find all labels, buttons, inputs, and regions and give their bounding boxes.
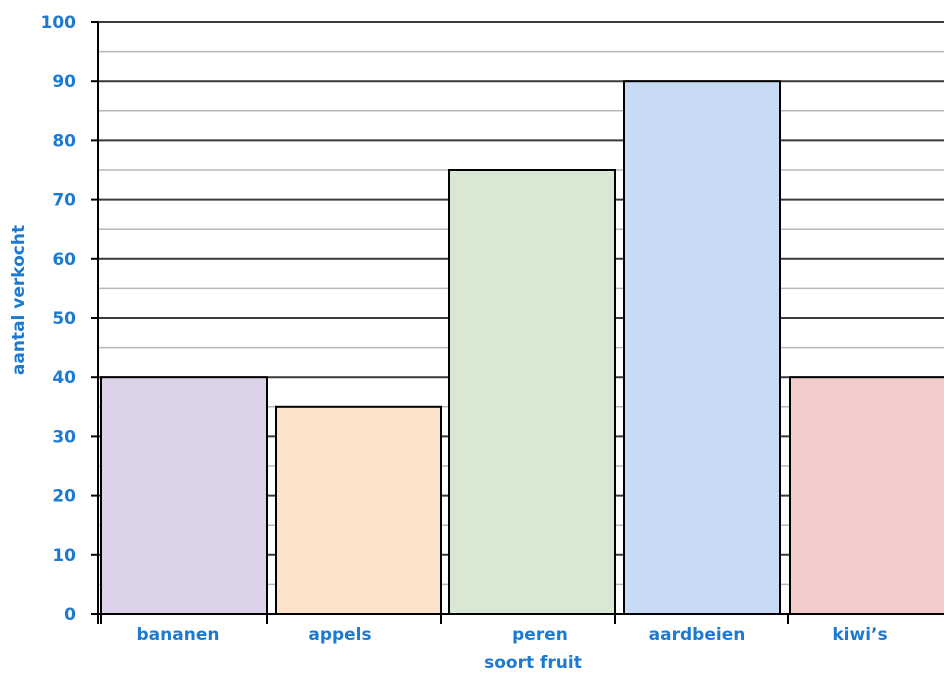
x-tick-label: appels [308,625,371,645]
y-tick-label: 80 [52,131,76,151]
bars [100,80,944,616]
bar-bananen [100,376,268,616]
bar-aardbeien [623,80,781,615]
x-tick-labels: bananen appels peren aardbeien kiwi’s [100,614,888,645]
bar-appels [275,405,442,615]
y-tick-label: 10 [52,546,76,566]
bar-kiwis [789,376,944,616]
y-tick-label: 0 [64,605,76,625]
y-tick-label: 30 [52,427,76,447]
y-tick-label: 70 [52,191,76,211]
x-tick-label: aardbeien [649,625,746,645]
y-axis-title: aantal verkocht [9,225,29,375]
x-axis-title: soort fruit [484,653,582,673]
y-tick-label: 100 [41,13,77,33]
y-tick-label: 40 [52,368,76,388]
x-tick-label: bananen [137,625,220,645]
y-tick-labels: 0 10 20 30 40 50 60 70 80 90 100 [41,13,98,625]
bar-peren [448,169,616,615]
x-tick-label: kiwi’s [832,625,887,645]
y-tick-label: 50 [52,309,76,329]
axes [97,22,944,624]
y-tick-label: 90 [52,72,76,92]
y-tick-label: 20 [52,487,76,507]
x-tick-label: peren [512,625,568,645]
y-tick-label: 60 [52,250,76,270]
